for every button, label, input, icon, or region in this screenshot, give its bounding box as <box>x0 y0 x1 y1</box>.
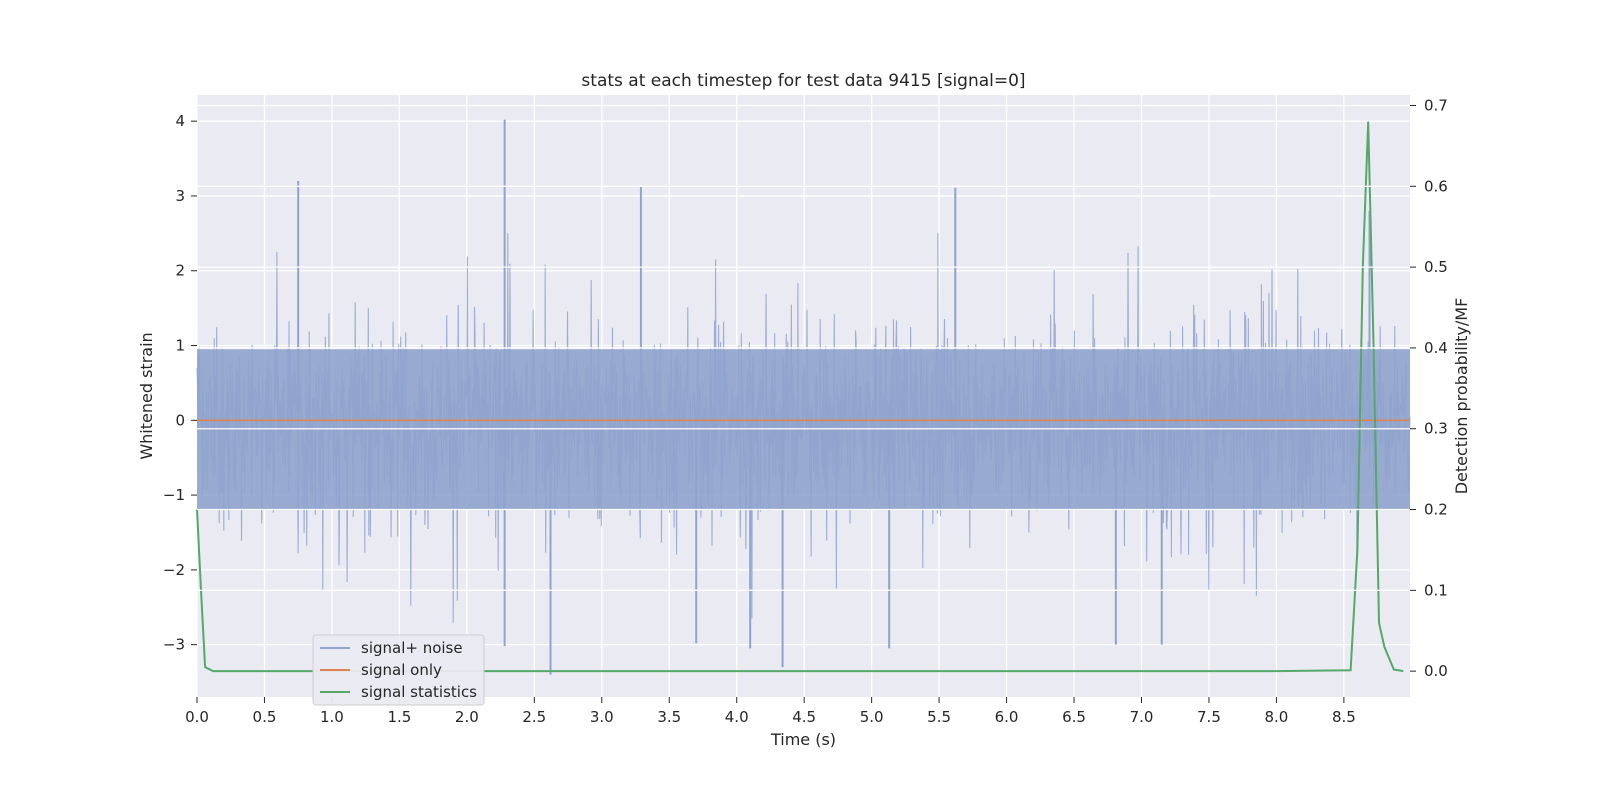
y-tick-label: −2 <box>163 561 185 579</box>
x-tick-label: 2.0 <box>455 708 479 726</box>
x-tick-label: 6.0 <box>995 708 1019 726</box>
y-tick-label: 2 <box>175 262 185 280</box>
x-tick-label: 1.0 <box>320 708 344 726</box>
x-axis-label: Time (s) <box>770 730 836 749</box>
x-tick-label: 3.5 <box>657 708 681 726</box>
series-signal-noise <box>196 119 1411 675</box>
x-tick-label: 0.5 <box>253 708 277 726</box>
y2-tick-label: 0.3 <box>1424 420 1448 438</box>
y2-tick-label: 0.4 <box>1424 339 1448 357</box>
y-tick-label: −1 <box>163 486 185 504</box>
x-tick-label: 4.5 <box>792 708 816 726</box>
y2-axis-label: Detection probability/MF <box>1452 298 1471 495</box>
legend-entry-signal-noise: signal+ noise <box>361 639 463 657</box>
chart-title: stats at each timestep for test data 941… <box>581 71 1025 91</box>
y-axis-ticks: −3 −2 −1 0 1 2 3 4 <box>163 112 197 654</box>
y2-gridlines <box>197 104 1410 591</box>
legend-entry-signal-only: signal only <box>361 661 442 679</box>
y2-tick-label: 0.0 <box>1424 662 1448 680</box>
legend: signal+ noise signal only signal statist… <box>312 634 485 706</box>
x-tick-label: 5.5 <box>927 708 951 726</box>
x-tick-label: 8.0 <box>1264 708 1288 726</box>
legend-box <box>312 634 485 706</box>
x-tick-label: 0.0 <box>185 708 209 726</box>
x-tick-label: 5.0 <box>860 708 884 726</box>
y-tick-label: 3 <box>175 187 185 205</box>
noise-band <box>197 349 1410 511</box>
y-tick-label: 0 <box>175 411 185 429</box>
y2-axis-ticks: 0.0 0.1 0.2 0.3 0.4 0.5 0.6 0.7 <box>1410 97 1448 680</box>
y2-tick-label: 0.6 <box>1424 177 1448 195</box>
legend-entry-signal-statistics: signal statistics <box>361 683 477 701</box>
y2-tick-label: 0.7 <box>1424 97 1448 115</box>
x-tick-label: 8.5 <box>1332 708 1356 726</box>
x-tick-label: 3.0 <box>590 708 614 726</box>
x-tick-label: 6.5 <box>1062 708 1086 726</box>
x-axis-ticks: 0.0 0.5 1.0 1.5 2.0 2.5 3.0 3.5 4.0 4.5 5.0 5.5 6.0 6… <box>185 697 1356 726</box>
y-axis-label: Whitened strain <box>137 332 156 459</box>
y2-tick-label: 0.5 <box>1424 258 1448 276</box>
x-tick-label: 2.5 <box>522 708 546 726</box>
x-tick-label: 1.5 <box>387 708 411 726</box>
x-tick-label: 7.5 <box>1197 708 1221 726</box>
x-tick-label: 7.0 <box>1130 708 1154 726</box>
series-signal-statistics <box>196 121 1404 673</box>
x-tick-label: 4.0 <box>725 708 749 726</box>
y-tick-label: 1 <box>175 337 185 355</box>
y-tick-label: −3 <box>163 636 185 654</box>
y2-tick-label: 0.1 <box>1424 581 1448 599</box>
y-tick-label: 4 <box>175 112 185 130</box>
y2-tick-label: 0.2 <box>1424 501 1448 519</box>
